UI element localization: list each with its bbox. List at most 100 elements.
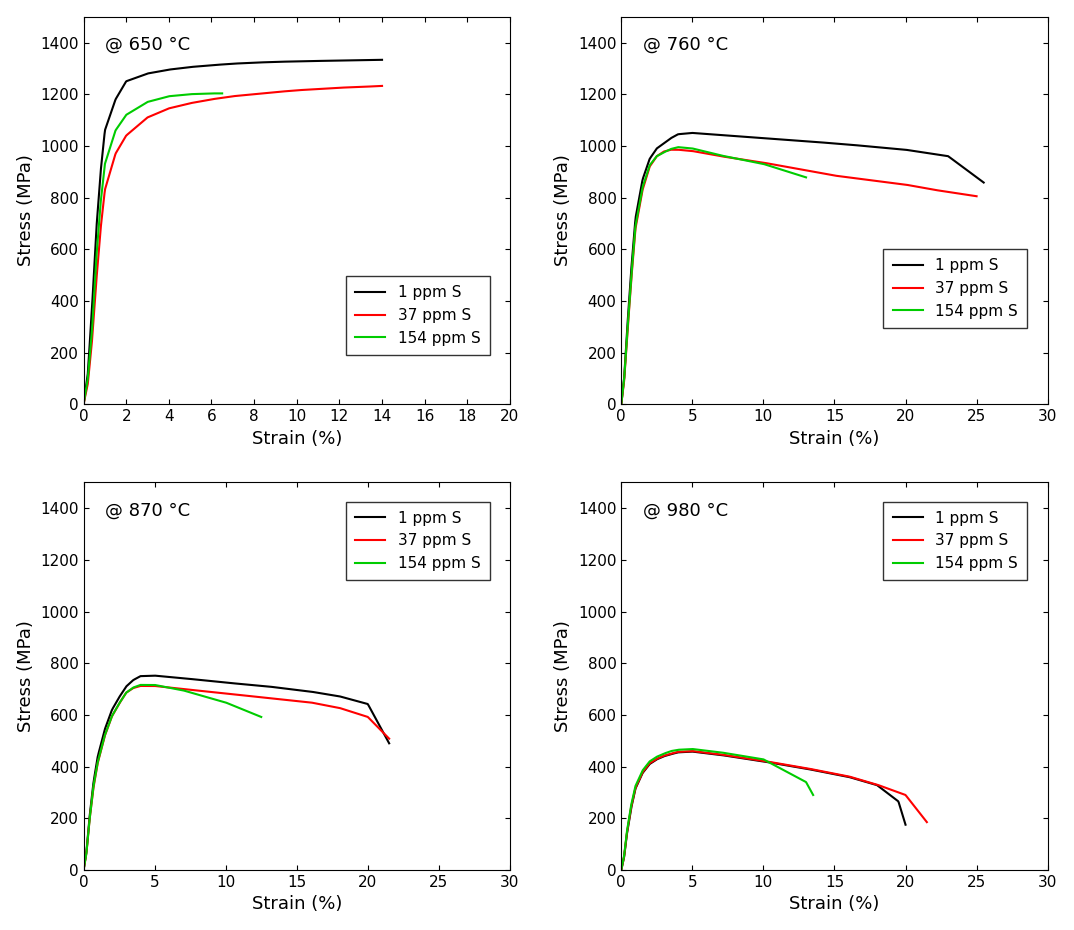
1 ppm S bbox=[243, 679, 256, 690]
154 ppm S bbox=[614, 864, 627, 875]
154 ppm S bbox=[807, 790, 819, 801]
1 ppm S bbox=[899, 819, 912, 830]
1 ppm S bbox=[977, 177, 990, 188]
1 ppm S bbox=[848, 773, 861, 784]
1 ppm S bbox=[892, 799, 905, 810]
1 ppm S bbox=[329, 690, 342, 701]
37 ppm S bbox=[797, 763, 810, 774]
154 ppm S bbox=[707, 746, 720, 757]
154 ppm S bbox=[800, 172, 813, 183]
Line: 1 ppm S: 1 ppm S bbox=[621, 133, 984, 405]
154 ppm S bbox=[77, 399, 90, 410]
154 ppm S bbox=[686, 743, 699, 754]
Line: 154 ppm S: 154 ppm S bbox=[84, 684, 261, 870]
1 ppm S bbox=[238, 58, 251, 69]
154 ppm S bbox=[796, 170, 809, 181]
37 ppm S bbox=[970, 191, 983, 202]
154 ppm S bbox=[802, 782, 815, 793]
X-axis label: Strain (%): Strain (%) bbox=[789, 896, 880, 913]
37 ppm S bbox=[808, 166, 821, 178]
154 ppm S bbox=[77, 864, 90, 875]
1 ppm S bbox=[220, 59, 233, 70]
1 ppm S bbox=[787, 135, 800, 146]
37 ppm S bbox=[906, 180, 919, 192]
Y-axis label: Stress (MPa): Stress (MPa) bbox=[554, 154, 572, 266]
1 ppm S bbox=[376, 54, 389, 65]
37 ppm S bbox=[134, 681, 147, 692]
1 ppm S bbox=[148, 670, 161, 681]
37 ppm S bbox=[614, 399, 627, 410]
1 ppm S bbox=[260, 681, 273, 692]
37 ppm S bbox=[614, 864, 627, 875]
37 ppm S bbox=[920, 817, 933, 828]
Line: 154 ppm S: 154 ppm S bbox=[621, 749, 813, 870]
154 ppm S bbox=[715, 150, 728, 161]
37 ppm S bbox=[260, 692, 273, 703]
154 ppm S bbox=[772, 762, 785, 773]
37 ppm S bbox=[77, 864, 90, 875]
37 ppm S bbox=[376, 726, 389, 737]
1 ppm S bbox=[224, 678, 237, 689]
37 ppm S bbox=[223, 688, 236, 699]
37 ppm S bbox=[376, 80, 389, 91]
Line: 37 ppm S: 37 ppm S bbox=[84, 86, 382, 405]
37 ppm S bbox=[382, 733, 395, 744]
37 ppm S bbox=[866, 777, 879, 789]
154 ppm S bbox=[255, 711, 267, 723]
37 ppm S bbox=[255, 88, 267, 100]
Legend: 1 ppm S, 37 ppm S, 154 ppm S: 1 ppm S, 37 ppm S, 154 ppm S bbox=[883, 501, 1027, 580]
154 ppm S bbox=[205, 87, 218, 99]
Line: 1 ppm S: 1 ppm S bbox=[84, 675, 389, 870]
154 ppm S bbox=[672, 141, 685, 153]
Text: @ 760 °C: @ 760 °C bbox=[642, 36, 728, 54]
37 ppm S bbox=[760, 756, 773, 767]
1 ppm S bbox=[769, 758, 782, 769]
1 ppm S bbox=[785, 761, 798, 772]
1 ppm S bbox=[751, 755, 764, 766]
Line: 154 ppm S: 154 ppm S bbox=[84, 93, 222, 405]
1 ppm S bbox=[219, 59, 232, 70]
154 ppm S bbox=[213, 87, 226, 99]
1 ppm S bbox=[77, 864, 90, 875]
Y-axis label: Stress (MPa): Stress (MPa) bbox=[554, 620, 572, 732]
37 ppm S bbox=[243, 690, 256, 701]
1 ppm S bbox=[223, 677, 236, 688]
154 ppm S bbox=[144, 96, 157, 107]
1 ppm S bbox=[686, 746, 699, 757]
154 ppm S bbox=[153, 93, 165, 104]
154 ppm S bbox=[216, 87, 229, 99]
X-axis label: Strain (%): Strain (%) bbox=[789, 430, 880, 447]
154 ppm S bbox=[729, 750, 742, 761]
154 ppm S bbox=[719, 748, 731, 759]
154 ppm S bbox=[223, 698, 236, 710]
1 ppm S bbox=[913, 146, 926, 157]
1 ppm S bbox=[812, 137, 825, 148]
37 ppm S bbox=[220, 91, 233, 102]
37 ppm S bbox=[238, 89, 251, 100]
37 ppm S bbox=[914, 808, 927, 819]
154 ppm S bbox=[703, 147, 716, 158]
Text: @ 980 °C: @ 980 °C bbox=[642, 502, 728, 520]
37 ppm S bbox=[368, 81, 381, 92]
154 ppm S bbox=[614, 399, 627, 410]
Y-axis label: Stress (MPa): Stress (MPa) bbox=[17, 620, 34, 732]
1 ppm S bbox=[368, 54, 381, 65]
1 ppm S bbox=[614, 864, 627, 875]
1 ppm S bbox=[322, 55, 335, 66]
37 ppm S bbox=[781, 760, 794, 771]
37 ppm S bbox=[329, 701, 342, 712]
37 ppm S bbox=[786, 163, 799, 174]
154 ppm S bbox=[708, 746, 721, 757]
Line: 37 ppm S: 37 ppm S bbox=[621, 150, 976, 405]
Legend: 1 ppm S, 37 ppm S, 154 ppm S: 1 ppm S, 37 ppm S, 154 ppm S bbox=[346, 276, 490, 355]
Legend: 1 ppm S, 37 ppm S, 154 ppm S: 1 ppm S, 37 ppm S, 154 ppm S bbox=[883, 249, 1027, 327]
1 ppm S bbox=[752, 755, 765, 766]
154 ppm S bbox=[143, 96, 156, 107]
1 ppm S bbox=[614, 399, 627, 410]
37 ppm S bbox=[784, 162, 797, 173]
154 ppm S bbox=[134, 679, 147, 690]
Y-axis label: Stress (MPa): Stress (MPa) bbox=[17, 154, 34, 266]
1 ppm S bbox=[686, 127, 699, 139]
Line: 1 ppm S: 1 ppm S bbox=[621, 751, 905, 870]
154 ppm S bbox=[705, 147, 717, 158]
